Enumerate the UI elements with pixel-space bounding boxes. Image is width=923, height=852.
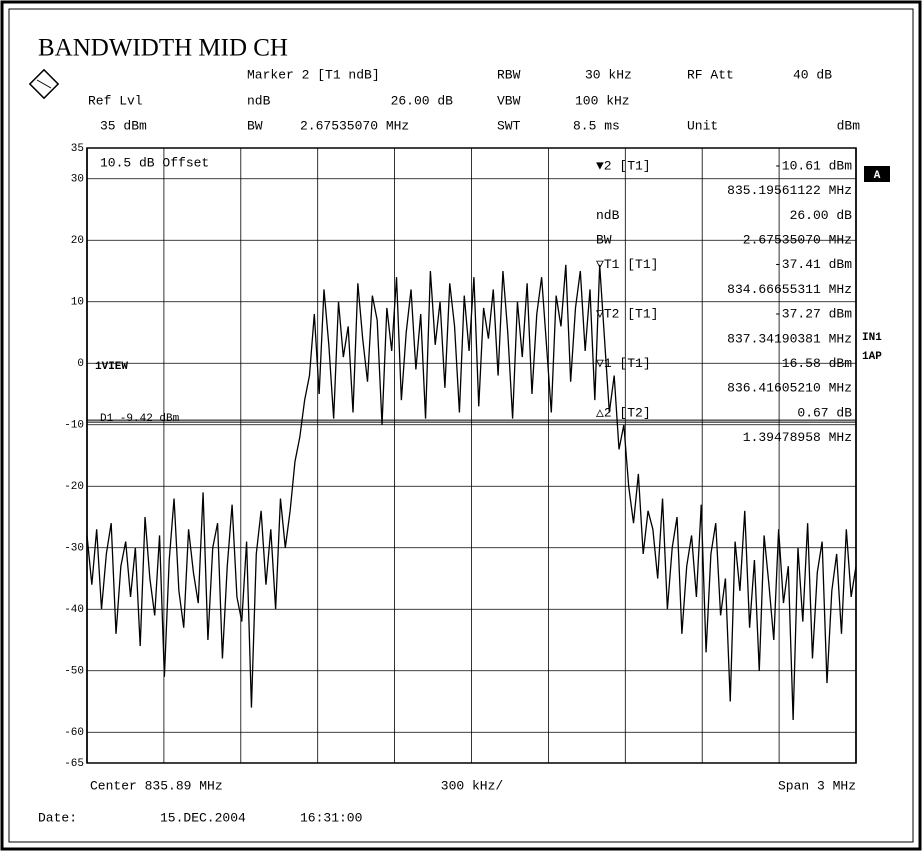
- date-label: Date:: [38, 810, 77, 825]
- y-tick-label: 35: [71, 143, 84, 155]
- marker-label: △2 [T2]: [596, 405, 651, 420]
- x-label: Span 3 MHz: [778, 778, 856, 793]
- side-label: A: [874, 170, 881, 182]
- header: ndB: [247, 93, 271, 108]
- x-label: Center 835.89 MHz: [90, 778, 223, 793]
- header: Ref Lvl: [88, 93, 143, 108]
- inner-frame: [8, 8, 914, 843]
- header: dBm: [837, 118, 861, 133]
- marker-label: ▽T1 [T1]: [596, 257, 658, 272]
- marker-label: ▼2 [T1]: [596, 158, 651, 173]
- y-tick-label: -50: [64, 666, 84, 678]
- header: 100 kHz: [575, 93, 630, 108]
- view-label: 1VIEW: [95, 361, 128, 373]
- header: VBW: [497, 93, 521, 108]
- header: 30 kHz: [585, 67, 632, 82]
- y-tick-label: -40: [64, 604, 84, 616]
- header: 40 dB: [793, 67, 832, 82]
- marker-label: ▽T2 [T1]: [596, 307, 658, 322]
- y-tick-label: -10: [64, 420, 84, 432]
- header: RBW: [497, 67, 521, 82]
- marker-label: BW: [596, 233, 612, 248]
- time: 16:31:00: [300, 810, 362, 825]
- offset-note: 10.5 dB Offset: [100, 155, 209, 170]
- marker-value: 16.58 dBm: [782, 356, 852, 371]
- marker-value: 835.19561122 MHz: [727, 183, 852, 198]
- marker-value: 2.67535070 MHz: [743, 233, 852, 248]
- marker-value: 26.00 dB: [790, 208, 853, 223]
- header: 26.00 dB: [391, 93, 454, 108]
- marker-value: 1.39478958 MHz: [743, 430, 852, 445]
- logo: [28, 68, 60, 100]
- y-tick-label: -60: [64, 727, 84, 739]
- header: SWT: [497, 118, 521, 133]
- marker-label: ▽1 [T1]: [596, 356, 651, 371]
- header: Marker 2 [T1 ndB]: [247, 67, 380, 82]
- side-label: 1AP: [862, 351, 882, 363]
- marker-value: 837.34190381 MHz: [727, 331, 852, 346]
- marker-label: ndB: [596, 208, 620, 223]
- y-tick-label: 10: [71, 297, 84, 309]
- marker-value: 836.41605210 MHz: [727, 381, 852, 396]
- marker-value: 834.66655311 MHz: [727, 282, 852, 297]
- display-line-label: D1 -9.42 dBm: [100, 413, 180, 425]
- y-tick-label: 20: [71, 235, 84, 247]
- y-tick-label: -30: [64, 543, 84, 555]
- header: RF Att: [687, 67, 734, 82]
- plot-frame: [86, 147, 857, 764]
- side-label: IN1: [862, 332, 882, 344]
- trace: [86, 264, 857, 720]
- title: BANDWIDTH MID CH: [38, 35, 288, 62]
- y-tick-label: 0: [77, 358, 84, 370]
- header: 2.67535070 MHz: [300, 118, 409, 133]
- header: 8.5 ms: [573, 118, 620, 133]
- marker-value: -37.27 dBm: [774, 307, 852, 322]
- x-label: 300 kHz/: [441, 778, 504, 793]
- y-tick-label: -20: [64, 481, 84, 493]
- marker-value: -37.41 dBm: [774, 257, 852, 272]
- side-badge: [864, 166, 890, 182]
- marker-value: 0.67 dB: [797, 405, 852, 420]
- header: 35 dBm: [100, 118, 147, 133]
- marker-value: -10.61 dBm: [774, 158, 852, 173]
- date: 15.DEC.2004: [160, 810, 246, 825]
- header: BW: [247, 118, 263, 133]
- y-tick-label: -65: [64, 758, 84, 770]
- y-tick-label: 30: [71, 174, 84, 186]
- header: Unit: [687, 118, 718, 133]
